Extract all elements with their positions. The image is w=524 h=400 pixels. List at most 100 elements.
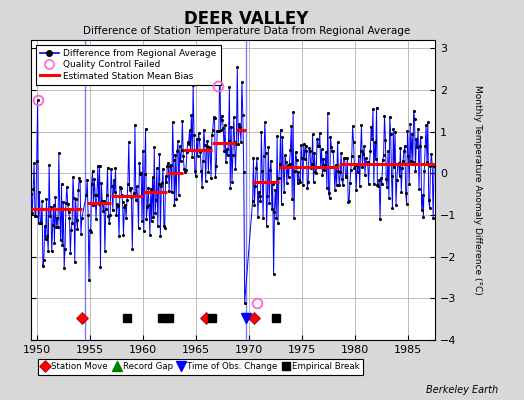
Point: [147, 218, 156, 224]
Point: [419, 214, 428, 220]
Point: [315, 130, 324, 136]
Point: [259, 215, 267, 222]
Point: [220, 148, 228, 154]
Point: [322, 148, 330, 155]
Point: [420, 168, 429, 174]
Point: [378, 180, 386, 187]
Point: [100, 198, 108, 204]
Point: [296, 179, 304, 186]
Point: [160, 223, 168, 229]
Point: [179, 153, 188, 160]
Point: [89, 167, 97, 174]
Point: [274, 220, 282, 226]
Point: [63, 200, 72, 207]
Point: [402, 200, 411, 207]
Point: [385, 195, 393, 202]
Point: [314, 142, 322, 149]
Y-axis label: Monthly Temperature Anomaly Difference (°C): Monthly Temperature Anomaly Difference (…: [473, 85, 482, 295]
Point: [128, 246, 136, 252]
Point: [69, 174, 77, 180]
Point: [324, 110, 332, 116]
Point: [85, 276, 93, 283]
Point: [408, 130, 416, 137]
Point: [141, 126, 150, 132]
Point: [139, 227, 148, 234]
Point: [400, 148, 408, 154]
Point: [171, 152, 180, 158]
Point: [126, 184, 135, 191]
Point: [122, 214, 130, 221]
Point: [75, 175, 83, 181]
Point: [285, 174, 293, 180]
Point: [291, 168, 299, 174]
Point: [108, 182, 116, 189]
Point: [424, 197, 433, 203]
Point: [124, 180, 132, 187]
Point: [60, 264, 68, 271]
Point: [35, 189, 43, 196]
Point: [219, 124, 227, 131]
Point: [154, 222, 162, 229]
Point: [136, 170, 145, 177]
Point: [392, 176, 401, 183]
Point: [362, 155, 370, 162]
Point: [187, 112, 195, 118]
Point: [373, 104, 381, 111]
Point: [369, 105, 377, 112]
Point: [339, 182, 347, 189]
Point: [117, 184, 125, 191]
Point: [312, 170, 320, 176]
Point: [99, 207, 107, 214]
Point: [98, 198, 106, 204]
Point: [423, 119, 432, 125]
Point: [223, 152, 232, 158]
Point: [133, 183, 141, 190]
Point: [29, 186, 37, 192]
Point: [113, 201, 122, 208]
Point: [188, 154, 196, 160]
Point: [415, 186, 423, 192]
Point: [228, 152, 237, 158]
Point: [115, 233, 123, 240]
Point: [67, 227, 75, 234]
Point: [260, 119, 269, 126]
Point: [215, 128, 223, 134]
Point: [127, 194, 136, 200]
Point: [263, 222, 271, 229]
Point: [395, 172, 403, 179]
Point: [377, 174, 385, 181]
Point: [252, 165, 260, 171]
Point: [255, 189, 263, 195]
Point: [281, 152, 289, 158]
Point: [201, 142, 209, 148]
Point: [404, 152, 412, 159]
Point: [72, 217, 81, 224]
Point: [164, 160, 172, 166]
Point: [360, 143, 368, 150]
Text: Berkeley Earth: Berkeley Earth: [425, 385, 498, 395]
Point: [116, 184, 124, 190]
Point: [332, 162, 340, 168]
Point: [343, 155, 352, 161]
Point: [329, 148, 337, 154]
Point: [140, 171, 149, 178]
Point: [120, 204, 128, 210]
Point: [359, 150, 367, 157]
Point: [168, 119, 177, 125]
Point: [347, 153, 356, 159]
Point: [183, 139, 192, 145]
Point: [135, 160, 144, 166]
Point: [288, 196, 297, 202]
Point: [283, 162, 292, 168]
Point: [364, 181, 373, 187]
Point: [303, 185, 311, 192]
Point: [403, 128, 412, 134]
Point: [367, 124, 375, 130]
Point: [387, 130, 395, 137]
Point: [73, 226, 82, 232]
Point: [51, 194, 60, 201]
Point: [395, 160, 403, 166]
Point: [94, 163, 102, 169]
Point: [358, 164, 367, 170]
Point: [196, 149, 204, 155]
